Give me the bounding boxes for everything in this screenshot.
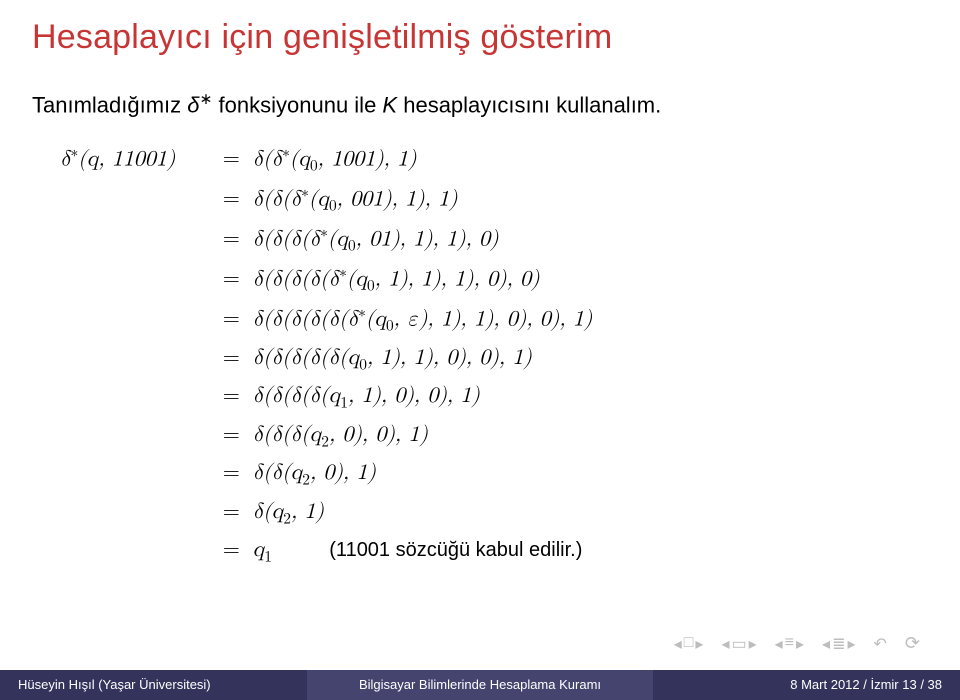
nav-slides-icon: ≡ bbox=[785, 634, 794, 654]
math-eq: = bbox=[217, 455, 245, 492]
math-eq: = bbox=[217, 301, 245, 338]
math-rhs: δ(δ∗(q0, 1001), 1) bbox=[253, 140, 417, 180]
math-eq: = bbox=[217, 532, 245, 569]
footer-title: Bilgisayar Bilimlerinde Hesaplama Kuramı bbox=[307, 670, 654, 700]
math-row: = δ(δ(q2, 0), 1) bbox=[60, 455, 592, 494]
nav-reload-icon[interactable]: ⟳ bbox=[905, 633, 920, 654]
subtitle-text-3: hesaplayıcısını kullanalım. bbox=[397, 92, 661, 117]
nav-search-icon: ≣ bbox=[832, 634, 845, 654]
math-eq: = bbox=[217, 141, 245, 178]
math-rhs: δ(δ(δ(q2, 0), 0), 1) bbox=[253, 417, 428, 456]
subtitle-text-2: fonksiyonunu ile bbox=[212, 92, 382, 117]
nav-back-icon[interactable]: ↶ bbox=[874, 634, 887, 654]
nav-prev-sec-icon: □ bbox=[684, 634, 694, 654]
math-rhs: δ(δ(δ∗(q0, 001), 1), 1) bbox=[253, 180, 458, 220]
math-lhs: δ∗(q, 11001) bbox=[60, 140, 210, 179]
slide-subtitle: Tanımladığımız δ∗ fonksiyonunu ile K hes… bbox=[32, 90, 661, 118]
math-row: = q1 (11001 sözcüğü kabul edilir.) bbox=[60, 532, 592, 571]
math-derivation: δ∗(q, 11001) = δ(δ∗(q0, 1001), 1) = δ(δ(… bbox=[60, 140, 592, 571]
nav-prev3-icon: ◂ bbox=[775, 634, 783, 654]
math-eq: = bbox=[217, 494, 245, 531]
math-row: = δ(δ(δ(δ(δ(q0, 1), 1), 0), 0), 1) bbox=[60, 340, 592, 379]
nav-prev2-icon: ◂ bbox=[721, 634, 729, 654]
math-eq: = bbox=[217, 221, 245, 258]
math-eq: = bbox=[217, 261, 245, 298]
math-row: δ∗(q, 11001) = δ(δ∗(q0, 1001), 1) bbox=[60, 140, 592, 180]
math-row: = δ(δ(δ(δ∗(q0, 01), 1), 1), 0) bbox=[60, 220, 592, 260]
nav-prev-icon: ▸ bbox=[695, 634, 703, 654]
math-rhs: δ(δ(δ(δ(δ(q0, 1), 1), 0), 0), 1) bbox=[253, 340, 532, 379]
nav-page-icon: ▭ bbox=[731, 634, 746, 654]
math-eq: = bbox=[217, 340, 245, 377]
nav-next4-icon: ▸ bbox=[847, 634, 855, 654]
nav-controls: ◂□▸ ◂▭▸ ◂≡▸ ◂≣▸ ↶ ⟳ bbox=[674, 633, 920, 654]
nav-search-group[interactable]: ◂≣▸ bbox=[822, 634, 855, 654]
nav-first-group[interactable]: ◂□▸ bbox=[674, 634, 704, 654]
math-rhs: δ(δ(q2, 0), 1) bbox=[253, 455, 376, 494]
slide-title: Hesaplayıcı için genişletilmiş gösterim bbox=[32, 18, 612, 57]
nav-slides-group[interactable]: ◂≡▸ bbox=[775, 634, 804, 654]
math-row: = δ(δ(δ(δ(δ(δ∗(q0, ε), 1), 1), 0), 0), 1… bbox=[60, 300, 592, 340]
math-eq: = bbox=[217, 181, 245, 218]
math-rhs: q1 bbox=[253, 532, 272, 571]
math-row: = δ(δ(δ(δ(q1, 1), 0), 0), 1) bbox=[60, 378, 592, 417]
footer-author: Hüseyin Hışıl (Yaşar Üniversitesi) bbox=[0, 670, 307, 700]
subtitle-star: ∗ bbox=[200, 91, 213, 108]
math-rhs: δ(δ(δ(δ(δ∗(q0, 1), 1), 1), 0), 0) bbox=[253, 260, 540, 300]
subtitle-K: K bbox=[382, 92, 397, 117]
math-row: = δ(δ(δ∗(q0, 001), 1), 1) bbox=[60, 180, 592, 220]
footer-date-page: 8 Mart 2012 / İzmir 13 / 38 bbox=[653, 670, 960, 700]
footer: Hüseyin Hışıl (Yaşar Üniversitesi) Bilgi… bbox=[0, 670, 960, 700]
nav-next3-icon: ▸ bbox=[796, 634, 804, 654]
nav-page-group[interactable]: ◂▭▸ bbox=[721, 634, 756, 654]
nav-first-icon: ◂ bbox=[674, 634, 682, 654]
math-result-tag: (11001 sözcüğü kabul edilir.) bbox=[329, 533, 582, 567]
math-eq: = bbox=[217, 378, 245, 415]
math-row: = δ(δ(δ(δ(δ∗(q0, 1), 1), 1), 0), 0) bbox=[60, 260, 592, 300]
math-eq: = bbox=[217, 417, 245, 454]
nav-prev4-icon: ◂ bbox=[822, 634, 830, 654]
subtitle-delta: δ bbox=[187, 92, 199, 117]
slide: Hesaplayıcı için genişletilmiş gösterim … bbox=[0, 0, 960, 700]
math-rhs: δ(δ(δ(δ(δ(δ∗(q0, ε), 1), 1), 0), 0), 1) bbox=[253, 300, 593, 340]
subtitle-text-1: Tanımladığımız bbox=[32, 92, 187, 117]
nav-next2-icon: ▸ bbox=[749, 634, 757, 654]
math-rhs: δ(q2, 1) bbox=[253, 494, 324, 533]
math-rhs: δ(δ(δ(δ∗(q0, 01), 1), 1), 0) bbox=[253, 220, 499, 260]
math-rhs: δ(δ(δ(δ(q1, 1), 0), 0), 1) bbox=[253, 378, 480, 417]
math-row: = δ(q2, 1) bbox=[60, 494, 592, 533]
math-row: = δ(δ(δ(q2, 0), 0), 1) bbox=[60, 417, 592, 456]
